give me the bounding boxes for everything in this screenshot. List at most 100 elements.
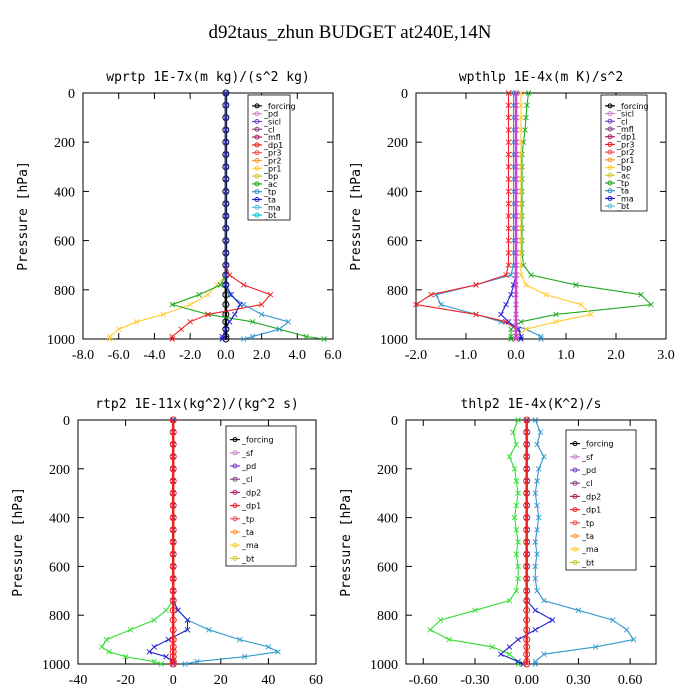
y-tick-label: 400 bbox=[54, 185, 75, 200]
data-point-dp1 bbox=[515, 490, 521, 497]
data-point-forcing bbox=[169, 660, 177, 668]
legend-marker bbox=[254, 189, 260, 195]
data-point-ac bbox=[508, 336, 514, 342]
legend-marker bbox=[607, 188, 613, 194]
legend-marker bbox=[254, 142, 260, 148]
x-tick-label: 6.0 bbox=[324, 348, 342, 363]
data-point-tp bbox=[610, 617, 616, 623]
data-point-tp bbox=[438, 301, 444, 308]
data-point-tp bbox=[541, 651, 547, 658]
panels: wprtp 1E-7x(m kg)/(s^2 kg) Pressure [hPa]… bbox=[11, 70, 675, 688]
data-point-pr1 bbox=[518, 200, 524, 207]
data-point-ta bbox=[223, 139, 229, 146]
data-point-dp1 bbox=[515, 575, 521, 582]
data-point-dp1 bbox=[505, 262, 512, 269]
panel-title: wprtp 1E-7x(m kg)/(s^2 kg) bbox=[106, 70, 310, 85]
legend-marker bbox=[572, 520, 578, 526]
data-point-ta bbox=[223, 200, 229, 207]
data-point-forcing bbox=[169, 562, 177, 570]
data-point-dp1 bbox=[513, 502, 520, 509]
data-point-forcing bbox=[513, 176, 519, 182]
legend-entry: _mfl bbox=[263, 133, 281, 142]
data-point-forcing bbox=[169, 538, 177, 546]
data-point-ac bbox=[519, 151, 525, 158]
data-point-ta bbox=[223, 127, 229, 133]
data-point-dp1 bbox=[515, 563, 521, 570]
x-tick-label: -2.0 bbox=[405, 348, 427, 363]
legend-entry: _pr1 bbox=[263, 164, 281, 173]
data-point-forcing bbox=[169, 636, 177, 644]
data-point-dp1 bbox=[510, 429, 516, 436]
x-tick-label: -1.0 bbox=[455, 348, 477, 363]
legend-entry: _bt bbox=[616, 202, 629, 211]
legend-marker bbox=[607, 157, 613, 163]
data-point-ta bbox=[175, 607, 181, 614]
data-point-dp1 bbox=[505, 213, 512, 219]
data-point-ac bbox=[573, 282, 579, 288]
data-point-tp bbox=[265, 644, 272, 650]
legend-entry: _ta bbox=[616, 187, 629, 196]
data-point-pr1 bbox=[543, 291, 549, 298]
legend-marker bbox=[607, 203, 613, 209]
data-point-tp bbox=[541, 453, 547, 460]
panel-1: wprtp 1E-7x(m kg)/(s^2 kg) Pressure [hPa]… bbox=[16, 70, 342, 363]
data-point-ta bbox=[184, 617, 191, 623]
data-point-ta bbox=[549, 617, 556, 623]
data-point-pr1 bbox=[518, 114, 524, 121]
legend-entry: _sicl bbox=[263, 118, 281, 127]
legend-entry: _tp bbox=[616, 179, 629, 188]
data-point-forcing bbox=[513, 318, 519, 325]
data-point-forcing bbox=[169, 526, 177, 534]
data-point-forcing bbox=[169, 465, 177, 473]
legend-entry: _bt bbox=[241, 554, 254, 563]
panel-title: wpthlp 1E-4x(m K)/s^2 bbox=[459, 70, 623, 85]
data-point-forcing bbox=[513, 311, 519, 318]
data-point-forcing bbox=[513, 151, 519, 158]
y-tick-label: 600 bbox=[387, 235, 408, 250]
data-point-ac bbox=[522, 127, 528, 133]
x-tick-label: -4.0 bbox=[143, 348, 165, 363]
data-point-ac bbox=[303, 333, 310, 340]
data-point-dp1 bbox=[505, 90, 512, 96]
legend-marker bbox=[232, 503, 238, 509]
legend-marker bbox=[607, 165, 613, 171]
data-point-forcing bbox=[523, 465, 531, 473]
legend-entry: _ma bbox=[241, 541, 259, 550]
data-point-tp bbox=[532, 658, 539, 665]
data-point-dp1 bbox=[503, 272, 509, 278]
y-tick-label: 0 bbox=[63, 414, 70, 429]
data-point-dp1 bbox=[506, 651, 513, 658]
data-point-ta bbox=[223, 102, 229, 109]
legend-entry: _forcing bbox=[263, 102, 296, 111]
y-tick-label: 1000 bbox=[47, 333, 75, 348]
legend-marker bbox=[254, 150, 260, 156]
data-point-dp1 bbox=[163, 607, 169, 614]
legend-entry: _cl bbox=[616, 117, 628, 126]
data-point-ta bbox=[505, 318, 512, 325]
data-point-tp bbox=[508, 272, 514, 278]
legend-marker bbox=[254, 103, 260, 109]
data-point-ac bbox=[524, 102, 530, 109]
legend-marker bbox=[607, 103, 613, 109]
x-tick-label: -40 bbox=[69, 673, 88, 688]
data-point-forcing bbox=[513, 188, 519, 195]
legend: _forcing _sf _pd _cl _dp2 _dp1 _tp _ta _ma _bt bbox=[225, 425, 297, 567]
legend-marker bbox=[572, 480, 578, 486]
legend: _forcing_sicl_cl_mfl_dp1_pr3_pr2_pr1_bp_… bbox=[600, 94, 649, 212]
data-point-forcing bbox=[222, 325, 230, 333]
data-point-dp1 bbox=[513, 441, 520, 448]
data-point-pr1 bbox=[518, 188, 524, 195]
data-point-forcing bbox=[523, 416, 531, 424]
y-tick-label: 800 bbox=[54, 284, 75, 299]
x-tick-label: 0.0 bbox=[217, 348, 235, 363]
data-point-pr1 bbox=[518, 151, 524, 158]
legend-entry: _ta bbox=[581, 532, 594, 541]
data-point-forcing bbox=[523, 616, 531, 624]
data-point-ta bbox=[165, 636, 172, 643]
legend: _forcing _sf _pd _cl _dp2 _dp1 _tp _ta _ma _bt bbox=[565, 429, 637, 571]
legend-entry: _pr3 bbox=[616, 140, 634, 149]
plot-frame bbox=[77, 419, 317, 665]
data-point-dp1 bbox=[505, 200, 512, 207]
panel-title: thlp2 1E-4x(K^2)/s bbox=[461, 397, 602, 412]
legend-marker bbox=[254, 197, 260, 202]
